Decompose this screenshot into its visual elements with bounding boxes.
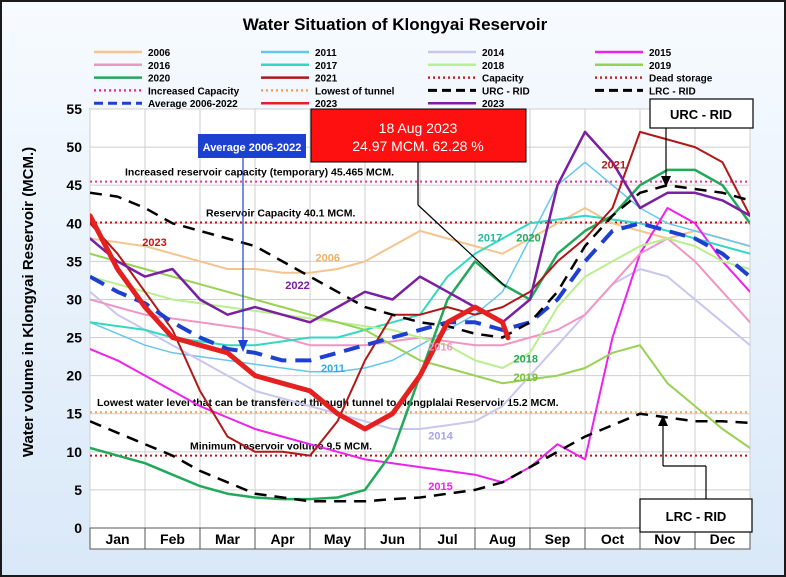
average-callout: Average 2006-2022 bbox=[198, 134, 306, 352]
y-tick-label-50: 50 bbox=[66, 139, 82, 155]
annotation-2021-11: 2021 bbox=[602, 159, 626, 171]
legend-label-12: Increased Capacity bbox=[148, 86, 240, 97]
series-line-2-2014 bbox=[90, 268, 750, 430]
annotation-2017-7: 2017 bbox=[478, 233, 502, 245]
y-tick-label-5: 5 bbox=[74, 482, 82, 498]
y-axis-label: Water volume in Klongyai Reservoir (MCM.… bbox=[20, 147, 37, 457]
annotation-2020-8: 2020 bbox=[516, 233, 540, 245]
legend-label-1: 2011 bbox=[315, 48, 337, 59]
series-annotations: 2023 2022 2006 2011 2016 2014 2015 2017 2020 2018… bbox=[142, 159, 626, 492]
legend-label-9: 2021 bbox=[315, 74, 338, 85]
current-callout-box bbox=[310, 108, 527, 163]
current-value-text: 24.97 MCM. 62.28 % bbox=[352, 138, 484, 154]
month-label-mar: Mar bbox=[215, 531, 240, 547]
month-label-feb: Feb bbox=[160, 531, 185, 547]
y-tick-label-20: 20 bbox=[66, 368, 82, 384]
ref-label-capacity: Reservoir Capacity 40.1 MCM. bbox=[206, 208, 355, 220]
month-label-may: May bbox=[324, 531, 351, 547]
annotation-2015-6: 2015 bbox=[428, 481, 452, 493]
y-tick-label-30: 30 bbox=[66, 291, 82, 307]
lrc-callout-box bbox=[639, 498, 753, 533]
series-line-10-average-2006-2022 bbox=[90, 221, 750, 363]
series-line-9-2021 bbox=[90, 130, 750, 457]
month-label-apr: Apr bbox=[270, 531, 295, 547]
average-callout-text: Average 2006-2022 bbox=[203, 142, 302, 154]
y-tick-labels: 0 5 10 15 20 25 30 35 40 45 50 55 bbox=[66, 101, 82, 536]
current-callout-pointer-b bbox=[417, 204, 507, 288]
month-label-jan: Jan bbox=[105, 531, 129, 547]
y-tick-label-45: 45 bbox=[66, 177, 82, 193]
month-label-aug: Aug bbox=[489, 531, 516, 547]
series-line-6-2018 bbox=[90, 237, 750, 369]
y-tick-label-55: 55 bbox=[66, 101, 82, 117]
y-tick-label-0: 0 bbox=[74, 520, 82, 536]
annotation-2006-2: 2006 bbox=[316, 252, 340, 264]
annotation-2023-0: 2023 bbox=[142, 237, 166, 249]
month-label-jul: Jul bbox=[437, 531, 457, 547]
series-lines bbox=[90, 130, 750, 503]
annotation-2022-1: 2022 bbox=[285, 280, 309, 292]
lrc-callout-text: LRC - RID bbox=[666, 509, 727, 524]
legend-label-13: Lowest of tunnel bbox=[315, 86, 395, 97]
lrc-callout-arrow-icon bbox=[658, 415, 668, 426]
legend-label-16: Average 2006-2022 bbox=[148, 99, 238, 110]
annotation-2019-10: 2019 bbox=[514, 372, 538, 384]
annotation-2011-3: 2011 bbox=[321, 363, 345, 375]
legend-label-18: 2023 bbox=[482, 99, 505, 110]
legend-label-15: LRC - RID bbox=[649, 86, 696, 97]
legend-label-2: 2014 bbox=[482, 48, 505, 59]
legend-label-4: 2016 bbox=[148, 61, 171, 72]
average-callout-box bbox=[198, 134, 306, 158]
legend-label-6: 2018 bbox=[482, 61, 505, 72]
x-axis: Jan Feb Mar Apr May Jun Jul Aug Sep Oct Nov Dec bbox=[89, 527, 751, 550]
legend-label-10: Capacity bbox=[482, 74, 524, 85]
series-line-14-2023 bbox=[90, 213, 511, 432]
series-line-11-urc-rid bbox=[90, 183, 750, 339]
legend: 2006 2011 2014 2015 2016 2017 2018 2019 2020 2021… bbox=[94, 48, 713, 110]
series-line-13-2023 bbox=[90, 130, 750, 324]
month-label-nov: Nov bbox=[654, 531, 681, 547]
y-tick-label-15: 15 bbox=[66, 406, 82, 422]
ref-label-increased: Increased reservoir capacity (temporary)… bbox=[125, 167, 394, 179]
legend-label-11: Dead storage bbox=[649, 74, 713, 85]
lrc-callout: LRC - RID bbox=[639, 415, 753, 533]
urc-callout-box bbox=[649, 98, 754, 129]
urc-callout: URC - RID bbox=[649, 98, 754, 187]
annotation-2014-5: 2014 bbox=[428, 431, 453, 443]
legend-label-5: 2017 bbox=[315, 61, 338, 72]
chart-title: Water Situation of Klongyai Reservoir bbox=[243, 15, 548, 34]
month-label-jun: Jun bbox=[380, 531, 405, 547]
series-line-7-2019 bbox=[90, 252, 750, 449]
y-tick-label-35: 35 bbox=[66, 253, 82, 269]
legend-label-8: 2020 bbox=[148, 74, 171, 85]
current-callout: 18 Aug 2023 24.97 MCM. 62.28 % bbox=[310, 108, 527, 288]
annotation-2016-4: 2016 bbox=[428, 341, 452, 353]
series-line-0-2006 bbox=[90, 207, 750, 274]
legend-label-17: 2023 bbox=[315, 99, 338, 110]
urc-callout-text: URC - RID bbox=[670, 107, 732, 122]
month-label-dec: Dec bbox=[710, 531, 736, 547]
current-date-text: 18 Aug 2023 bbox=[379, 120, 458, 136]
legend-label-3: 2015 bbox=[649, 48, 672, 59]
month-label-oct: Oct bbox=[601, 531, 625, 547]
month-label-sep: Sep bbox=[545, 531, 571, 547]
series-line-12-lrc-rid bbox=[90, 412, 750, 503]
average-callout-arrow-icon bbox=[238, 340, 248, 352]
urc-callout-arrow-icon bbox=[661, 176, 671, 187]
annotation-2018-9: 2018 bbox=[514, 354, 538, 366]
y-tick-label-10: 10 bbox=[66, 444, 82, 460]
legend-label-0: 2006 bbox=[148, 48, 171, 59]
legend-label-14: URC - RID bbox=[482, 86, 530, 97]
y-tick-label-25: 25 bbox=[66, 330, 82, 346]
legend-label-7: 2019 bbox=[649, 61, 672, 72]
y-tick-label-40: 40 bbox=[66, 215, 82, 231]
